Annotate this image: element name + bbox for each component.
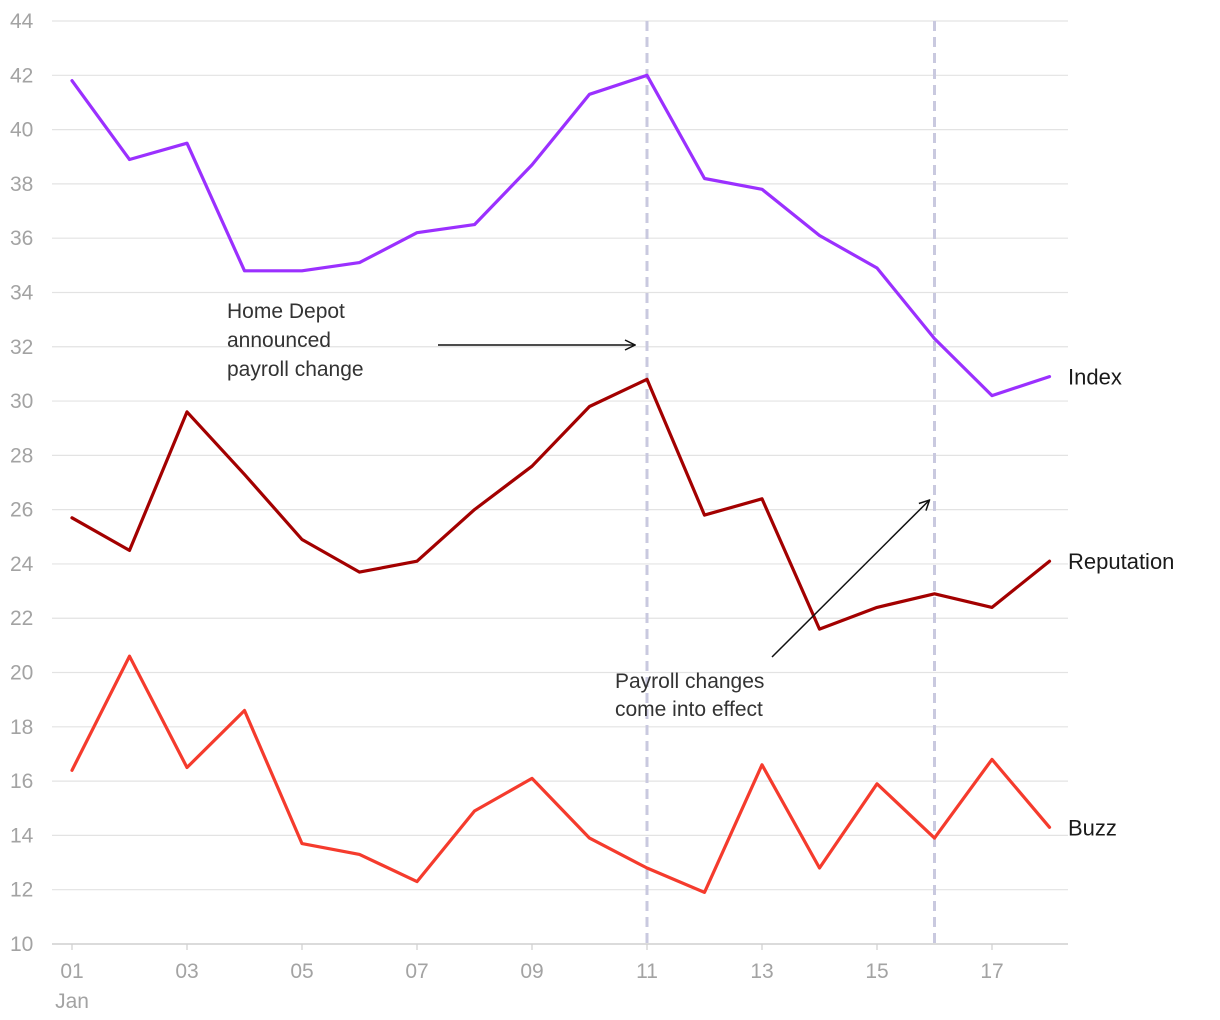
series-label-reputation: Reputation — [1068, 549, 1174, 574]
annotation-text: announced — [227, 329, 331, 352]
series-line-buzz — [70, 654, 1052, 895]
y-tick-label: 24 — [10, 553, 34, 576]
y-tick-label: 18 — [10, 716, 33, 739]
y-tick-label: 44 — [10, 10, 34, 33]
y-tick-label: 40 — [10, 119, 33, 142]
x-tick-label: 05 — [290, 960, 313, 983]
y-tick-label: 22 — [10, 607, 33, 630]
event-markers — [645, 21, 936, 944]
y-tick-label: 34 — [10, 281, 34, 304]
series-lines — [70, 73, 1052, 895]
x-tick-label: 13 — [750, 960, 773, 983]
annotation-text: Home Depot — [227, 300, 345, 323]
y-tick-label: 20 — [10, 662, 33, 685]
x-tick-label: 15 — [865, 960, 888, 983]
y-tick-label: 36 — [10, 227, 33, 250]
y-tick-label: 42 — [10, 64, 33, 87]
y-tick-label: 16 — [10, 770, 33, 793]
series-line-index — [70, 73, 1052, 398]
annotation-text: Payroll changes — [615, 670, 764, 693]
annotation-arrow — [771, 500, 930, 658]
annotations: Home Depot announced payroll change Payroll… — [227, 300, 930, 721]
x-tick-label: 09 — [520, 960, 543, 983]
y-tick-label: 28 — [10, 444, 33, 467]
x-tick-label: 03 — [175, 960, 198, 983]
series-line-reputation — [70, 377, 1052, 631]
y-tick-label: 26 — [10, 499, 33, 522]
y-tick-label: 14 — [10, 824, 34, 847]
series-label-buzz: Buzz — [1068, 815, 1117, 840]
y-tick-label: 32 — [10, 336, 33, 359]
series-labels: Index Reputation Buzz — [1068, 365, 1174, 841]
y-tick-label: 12 — [10, 879, 33, 902]
series-label-index: Index — [1068, 365, 1122, 390]
x-month-label: Jan — [55, 990, 89, 1013]
y-tick-label: 38 — [10, 173, 33, 196]
y-tick-label: 30 — [10, 390, 33, 413]
annotation-text: come into effect — [615, 698, 763, 721]
x-tick-label: 11 — [636, 960, 658, 983]
annotation-text: payroll change — [227, 358, 364, 381]
x-axis-ticks: 01 03 05 07 09 11 13 15 17 Jan — [55, 944, 1004, 1013]
x-tick-label: 07 — [405, 960, 428, 983]
y-tick-label: 10 — [10, 933, 33, 956]
x-tick-label: 01 — [60, 960, 83, 983]
y-axis-ticks: 10 12 14 16 18 20 22 24 26 28 30 32 34 36 38 40 42 44 — [10, 10, 34, 956]
x-tick-label: 17 — [980, 960, 1003, 983]
